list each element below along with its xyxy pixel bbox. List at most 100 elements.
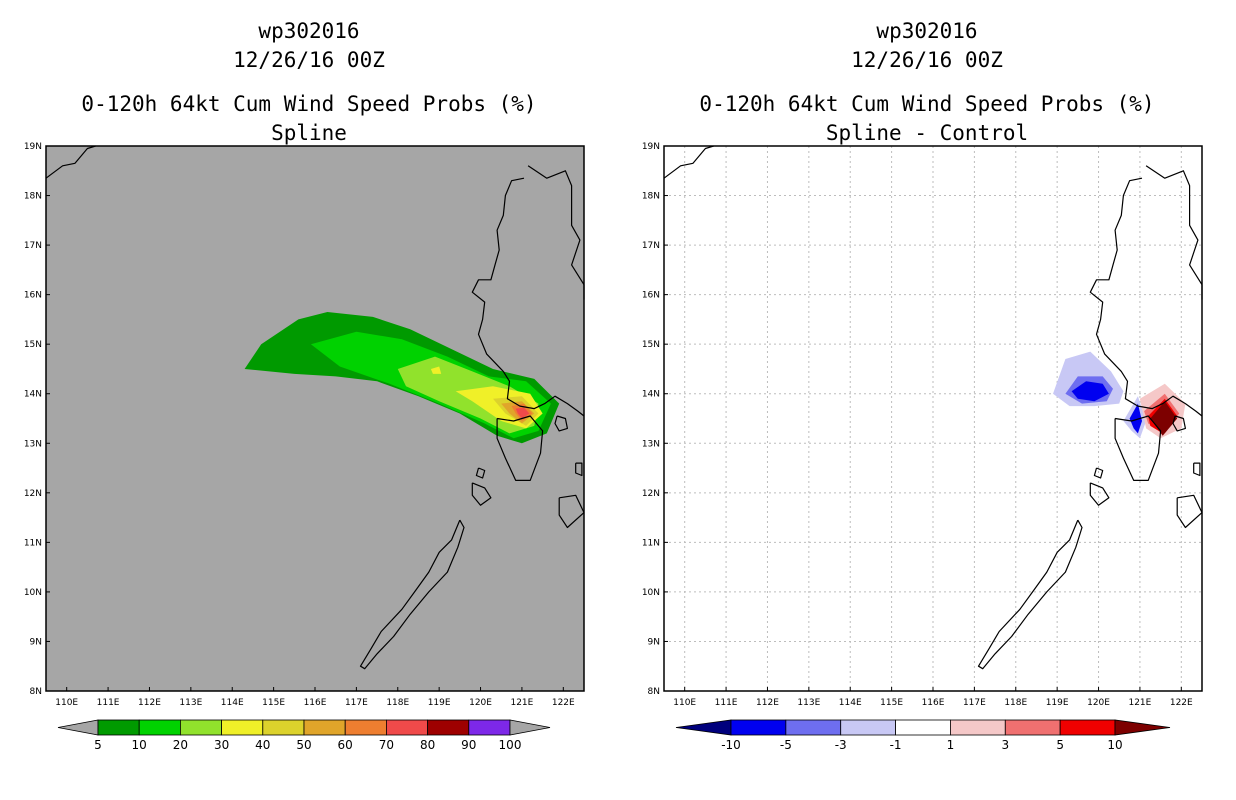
coastline <box>1176 494 1203 529</box>
y-tick-label: 10N <box>24 588 42 598</box>
y-tick-label: 8N <box>648 687 660 697</box>
coastline <box>1089 177 1203 417</box>
colorbar-label: 5 <box>94 738 102 752</box>
right-storm-id: wp302016 <box>876 19 977 43</box>
y-tick-label: 16N <box>24 291 42 301</box>
y-tick-label: 10N <box>642 588 660 598</box>
x-tick-label: 112E <box>138 698 161 708</box>
right-coastline <box>663 145 1203 670</box>
coastline <box>977 519 1083 670</box>
colorbar-swatch <box>97 719 140 736</box>
colorbar-label: -5 <box>780 738 792 752</box>
left-storm-id: wp302016 <box>258 19 359 43</box>
right-panel: wp302016 12/26/16 00Z 0-120h 64kt Cum Wi… <box>642 19 1203 752</box>
right-title: 0-120h 64kt Cum Wind Speed Probs (%) <box>699 92 1154 116</box>
contour-level--5 <box>1129 403 1142 434</box>
coastline <box>1193 462 1201 477</box>
x-tick-label: 111E <box>715 698 738 708</box>
colorbar-under-triangle <box>57 719 99 736</box>
y-tick-label: 15N <box>642 340 660 350</box>
colorbar-under-triangle <box>675 719 732 736</box>
colorbar-swatch <box>303 719 346 736</box>
x-tick-label: 117E <box>345 698 368 708</box>
colorbar-swatch <box>1059 719 1116 736</box>
x-tick-label: 112E <box>756 698 779 708</box>
y-tick-label: 8N <box>30 687 42 697</box>
x-tick-label: 116E <box>922 698 945 708</box>
colorbar-label: -3 <box>835 738 847 752</box>
colorbar-label: -10 <box>721 738 741 752</box>
left-subtitle: Spline <box>271 121 347 145</box>
x-tick-label: 121E <box>510 698 533 708</box>
x-tick-label: 122E <box>1170 698 1193 708</box>
x-tick-label: 116E <box>304 698 327 708</box>
colorbar-swatch <box>468 719 511 736</box>
x-tick-label: 114E <box>839 698 862 708</box>
colorbar-label: 40 <box>255 738 270 752</box>
coastline <box>359 519 465 670</box>
x-tick-label: 114E <box>221 698 244 708</box>
coastline <box>527 165 585 300</box>
y-tick-label: 13N <box>24 439 42 449</box>
x-tick-label: 120E <box>1087 698 1110 708</box>
coastline <box>496 415 544 481</box>
y-tick-label: 19N <box>24 142 42 152</box>
right-colorbar: -10 -5 -3 -1 1 3 5 10 <box>675 719 1171 752</box>
contour-level--5 <box>1071 381 1109 402</box>
left-colorbar: 5 10 20 30 40 50 60 70 80 90 100 <box>57 719 551 752</box>
right-subtitle: Spline - Control <box>826 121 1028 145</box>
colorbar-swatch <box>950 719 1006 736</box>
coastline <box>1089 482 1110 506</box>
y-tick-label: 13N <box>642 439 660 449</box>
colorbar-swatch <box>840 719 896 736</box>
coastline <box>475 467 486 479</box>
y-tick-label: 18N <box>24 192 42 202</box>
contour-level-70 <box>515 407 530 419</box>
x-tick-label: 118E <box>1004 698 1027 708</box>
x-tick-label: 121E <box>1128 698 1151 708</box>
colorbar-label: 10 <box>132 738 147 752</box>
coastline <box>554 415 568 432</box>
y-tick-label: 9N <box>648 637 660 647</box>
coastline <box>575 462 583 477</box>
coastline <box>663 145 714 179</box>
left-panel: wp302016 12/26/16 00Z 0-120h 64kt Cum Wi… <box>24 19 585 752</box>
coastline <box>45 145 96 179</box>
colorbar-label: 3 <box>1001 738 1009 752</box>
coastline <box>1145 165 1203 300</box>
x-tick-label: 117E <box>963 698 986 708</box>
colorbar-label: 5 <box>1056 738 1064 752</box>
colorbar-over-triangle <box>509 719 551 736</box>
right-gridlines <box>664 146 1202 691</box>
colorbar-label: 50 <box>296 738 311 752</box>
y-tick-label: 18N <box>642 192 660 202</box>
colorbar-label: 100 <box>499 738 522 752</box>
colorbar-label: 70 <box>379 738 394 752</box>
colorbar-label: 30 <box>214 738 229 752</box>
colorbar-swatch <box>895 719 951 736</box>
x-tick-label: 110E <box>673 698 696 708</box>
coastline <box>1172 415 1186 432</box>
coastline <box>471 177 585 417</box>
y-tick-label: 11N <box>642 538 660 548</box>
y-tick-label: 14N <box>642 390 660 400</box>
coastline <box>558 494 585 529</box>
y-tick-label: 12N <box>642 489 660 499</box>
x-tick-label: 119E <box>428 698 451 708</box>
colorbar-swatch <box>427 719 470 736</box>
y-tick-label: 17N <box>642 241 660 251</box>
left-title: 0-120h 64kt Cum Wind Speed Probs (%) <box>81 92 536 116</box>
y-tick-label: 15N <box>24 340 42 350</box>
colorbar-label: 10 <box>1107 738 1122 752</box>
y-tick-label: 9N <box>30 637 42 647</box>
right-y-axis: 8N 9N 10N 11N 12N 13N 14N 15N 16N 17N 18N 19N <box>642 142 668 697</box>
left-x-axis: 110E 111E 112E 113E 114E 115E 116E 117E 118E 119E… <box>55 687 575 708</box>
colorbar-label: -1 <box>890 738 902 752</box>
colorbar-swatch <box>344 719 387 736</box>
left-date: 12/26/16 00Z <box>233 48 385 72</box>
x-tick-label: 119E <box>1046 698 1069 708</box>
colorbar-label: 60 <box>338 738 353 752</box>
y-tick-label: 16N <box>642 291 660 301</box>
x-tick-label: 113E <box>179 698 202 708</box>
